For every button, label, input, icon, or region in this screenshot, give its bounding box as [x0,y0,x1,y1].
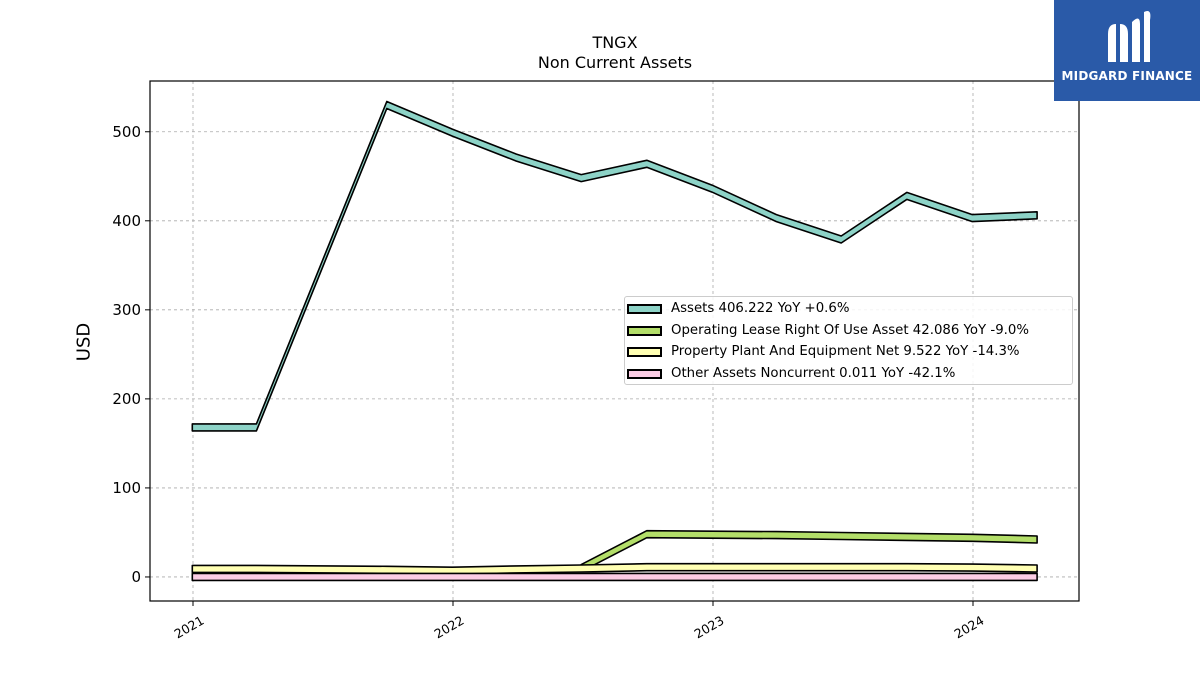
legend-label: Operating Lease Right Of Use Asset 42.08… [671,322,1029,338]
x-tick-label: 2023 [691,613,726,642]
x-tick-label: 2024 [951,613,986,642]
logo-mark-icon [1108,11,1151,63]
series-areas [191,100,1038,582]
legend-item: Property Plant And Equipment Net 9.522 Y… [625,343,1072,363]
series-area-other-assets-noncurrent [191,572,1038,582]
y-tick-label: 0 [131,568,141,586]
legend-label: Property Plant And Equipment Net 9.522 Y… [671,344,1020,359]
x-tick-label: 2021 [171,613,206,642]
series-area-operating-lease-right-of-use-asset [580,529,1038,573]
legend-label: Other Assets Noncurrent 0.011 YoY -42.1% [671,365,956,381]
chart-title: TNGX [592,33,638,52]
y-tick-label: 300 [112,301,141,319]
legend-item: Other Assets Noncurrent 0.011 YoY -42.1% [625,365,1072,385]
y-axis-ticks: 0 100 200 300 400 500 [112,123,150,586]
y-tick-label: 100 [112,479,141,497]
x-tick-label: 2022 [431,613,466,642]
legend-swatch [627,368,662,379]
legend-item: Assets 406.222 YoY +0.6% [625,300,1072,320]
y-tick-label: 400 [112,212,141,230]
plot-frame [149,80,1080,602]
legend: Assets 406.222 YoY +0.6% Operating Lease … [624,296,1073,385]
series-area-assets [191,100,1038,432]
y-tick-label: 200 [112,390,141,408]
y-tick-label: 500 [112,123,141,141]
legend-swatch [627,304,662,314]
y-axis-label: USD [73,322,95,362]
legend-swatch [627,347,662,357]
legend-item: Operating Lease Right Of Use Asset 42.08… [625,322,1072,342]
x-axis-ticks: 2021 2022 2023 2024 [171,601,987,642]
logo-badge: MIDGARD FINANCE [1054,0,1200,101]
legend-label: Assets 406.222 YoY +0.6% [671,301,850,316]
legend-swatch [627,325,662,336]
logo-text: MIDGARD FINANCE [1061,69,1193,83]
chart-subtitle: Non Current Assets [537,53,693,72]
